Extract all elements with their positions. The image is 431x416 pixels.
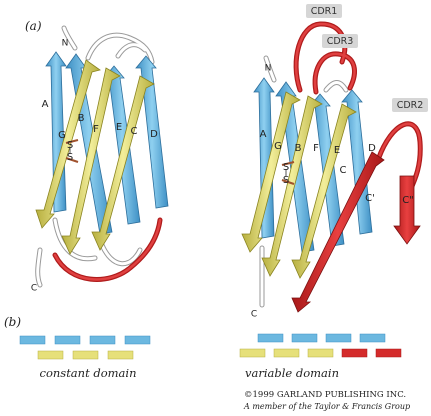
cdr3-label: CDR3 (327, 36, 354, 47)
strand-cp-shape (291, 151, 385, 313)
variable-disulfide-s1: S (283, 162, 289, 173)
copyright-line-2: A member of the Taylor & Francis Group (243, 402, 410, 411)
variable-bar-yellow (239, 348, 266, 358)
strand-cpp-shape (393, 175, 421, 245)
constant-disulfide-s1: S (67, 140, 73, 151)
variable-bar-yellow (307, 348, 334, 358)
constant-strand-label-f: F (93, 124, 99, 135)
variable-domain-caption: variable domain (245, 366, 339, 380)
variable-strand-label-f: F (313, 143, 319, 154)
constant-bar-yellow (107, 350, 134, 360)
panel-label-a: (a) (25, 19, 42, 33)
variable-strand-label-d: D (368, 143, 376, 154)
variable-bar-blue (257, 333, 284, 343)
variable-bar-diagram (239, 333, 402, 358)
constant-yellow-sheet (35, 59, 155, 255)
constant-bar-blue (124, 335, 151, 345)
constant-strand-label-a: A (42, 99, 49, 110)
cdr2-label: CDR2 (397, 100, 424, 111)
constant-strand-label-g: G (58, 130, 66, 141)
variable-c-terminus: C (251, 310, 257, 320)
variable-disulfide-s2: S (283, 175, 289, 186)
variable-strand-label-c: C (340, 165, 347, 176)
constant-bar-diagram (19, 335, 151, 360)
variable-strand-label-a: A (260, 129, 267, 140)
constant-strand-label-c: C (131, 126, 138, 137)
panel-label-b: (b) (4, 315, 21, 329)
variable-bar-blue (359, 333, 386, 343)
strand-c-shape (91, 75, 155, 251)
constant-bar-yellow (37, 350, 64, 360)
variable-bar-yellow (273, 348, 300, 358)
variable-strand-label-g: G (274, 141, 282, 152)
strand-g-shape (35, 59, 101, 229)
variable-strand-label-cp: C' (365, 193, 375, 204)
constant-bar-blue (54, 335, 81, 345)
cdr3-badge: CDR3 (322, 34, 358, 48)
variable-n-terminus: N (265, 64, 272, 74)
constant-domain-structure (35, 25, 169, 288)
cdr1-label: CDR1 (311, 6, 338, 17)
cdr1-badge: CDR1 (306, 4, 342, 18)
constant-bar-blue (19, 335, 46, 345)
cdr2-badge: CDR2 (392, 98, 428, 112)
copyright-line-1: ©1999 GARLAND PUBLISHING INC. (244, 390, 406, 400)
constant-strand-label-d: D (150, 129, 158, 140)
variable-bar-blue (325, 333, 352, 343)
variable-strand-label-e: E (334, 145, 340, 156)
constant-n-terminus: N (62, 39, 69, 49)
constant-strand-label-e: E (116, 122, 122, 133)
variable-domain-structure (241, 21, 423, 313)
constant-disulfide (65, 139, 79, 163)
constant-domain-caption: constant domain (40, 366, 137, 380)
variable-bar-blue (291, 333, 318, 343)
constant-bar-yellow (72, 350, 99, 360)
constant-bar-blue (89, 335, 116, 345)
constant-strand-label-b: B (78, 113, 85, 124)
variable-bar-red (341, 348, 368, 358)
strand-f-shape (61, 67, 121, 255)
constant-c-terminus: C (31, 284, 37, 294)
variable-strand-label-b: B (295, 143, 302, 154)
variable-bar-red (375, 348, 402, 358)
constant-disulfide-s2: S (67, 152, 73, 163)
variable-strand-label-cpp: C" (402, 195, 414, 206)
